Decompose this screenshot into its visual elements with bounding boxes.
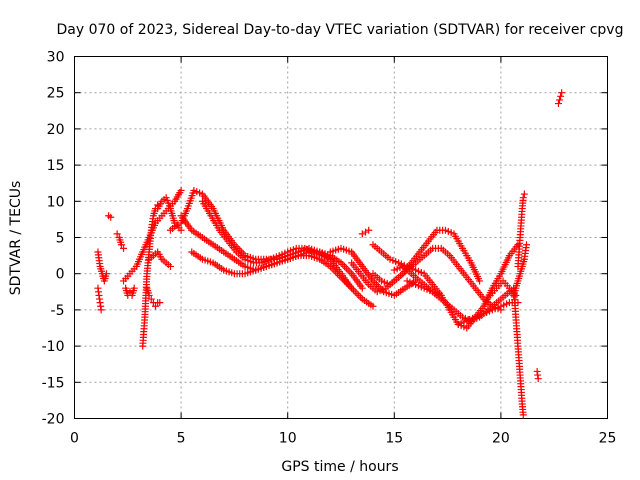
data-point [177, 226, 185, 234]
series-track-21 [403, 277, 445, 299]
y-tick-label: -15 [42, 375, 65, 391]
data-point [365, 226, 373, 234]
data-point [117, 241, 125, 249]
data-point [557, 92, 565, 100]
series-track-2 [94, 284, 105, 314]
series-track-26 [510, 241, 530, 299]
series-track-9 [145, 248, 174, 270]
data-point [522, 241, 530, 249]
data-point [355, 291, 363, 299]
data-point [519, 411, 527, 419]
series-track-8 [143, 284, 164, 310]
data-point [554, 100, 562, 108]
y-tick-label: 0 [56, 267, 65, 283]
data-point [369, 302, 377, 310]
data-point [558, 89, 566, 97]
y-tick-label: 10 [47, 194, 65, 210]
data-point [476, 277, 484, 285]
series-track-16 [348, 226, 484, 296]
data-point [166, 262, 174, 270]
data-point [344, 266, 352, 274]
grid [74, 56, 608, 419]
data-point [519, 194, 527, 202]
data-point [362, 228, 370, 236]
y-tick-label: 20 [47, 122, 65, 138]
x-tick-label: 10 [279, 431, 297, 447]
data-point [177, 186, 185, 194]
data-point [348, 284, 356, 292]
x-tick-label: 0 [70, 431, 79, 447]
data-point [520, 190, 528, 198]
series-track-6 [120, 186, 185, 285]
data-point [353, 290, 361, 298]
y-tick-label: 25 [47, 86, 65, 102]
data-point [156, 299, 164, 307]
series-track-22 [454, 299, 522, 328]
data-point [339, 261, 347, 269]
data-marks [94, 89, 566, 419]
data-point [556, 96, 564, 104]
data-point [437, 291, 445, 299]
data-point [107, 213, 115, 221]
data-point [102, 270, 110, 278]
y-axis-label: SDTVAR / TECUs [8, 181, 24, 296]
series-track-5 [122, 284, 138, 299]
series-track-14 [198, 197, 334, 267]
y-tick-label: -20 [42, 412, 65, 428]
data-point [514, 241, 522, 249]
x-tick-label: 15 [385, 431, 403, 447]
series-track-3 [105, 212, 115, 221]
data-point [234, 244, 242, 252]
data-point [357, 293, 365, 301]
data-point [358, 230, 366, 238]
data-point [349, 286, 357, 294]
data-point [147, 295, 155, 303]
data-point [130, 284, 138, 292]
x-tick-label: 5 [177, 431, 186, 447]
series-track-27 [533, 367, 542, 383]
data-point [326, 255, 334, 263]
data-point [152, 302, 160, 310]
x-tick-label: 20 [492, 431, 510, 447]
data-point [113, 230, 121, 238]
series-track-24 [510, 284, 527, 419]
series-track-7 [139, 201, 162, 350]
series-track-10 [154, 194, 185, 234]
chart-title: Day 070 of 2023, Sidereal Day-to-day VTE… [57, 22, 624, 38]
x-axis-label: GPS time / hours [281, 459, 398, 475]
data-point [341, 262, 349, 270]
y-tick-label: 15 [47, 158, 65, 174]
series-track-28 [554, 89, 566, 108]
series-track-4 [113, 230, 128, 252]
data-point [120, 244, 128, 252]
y-tick-label: 30 [47, 50, 65, 66]
data-point [358, 284, 366, 292]
data-point [351, 288, 359, 296]
data-point [346, 268, 354, 276]
x-tick-label: 25 [599, 431, 617, 447]
data-point [534, 375, 542, 383]
data-point [145, 291, 153, 299]
y-tick-label: 5 [56, 231, 65, 247]
data-point [97, 306, 105, 314]
y-tick-label: -10 [42, 339, 65, 355]
series-track-25 [514, 190, 528, 270]
series-track-1 [94, 248, 110, 285]
axis-ticks: 0 5 10 15 20 25 -20 -15 -10 -5 0 5 10 15 20 25 30 [42, 50, 617, 447]
y-tick-label: -5 [51, 303, 65, 319]
series-track-17 [358, 226, 373, 238]
data-point [342, 264, 350, 272]
